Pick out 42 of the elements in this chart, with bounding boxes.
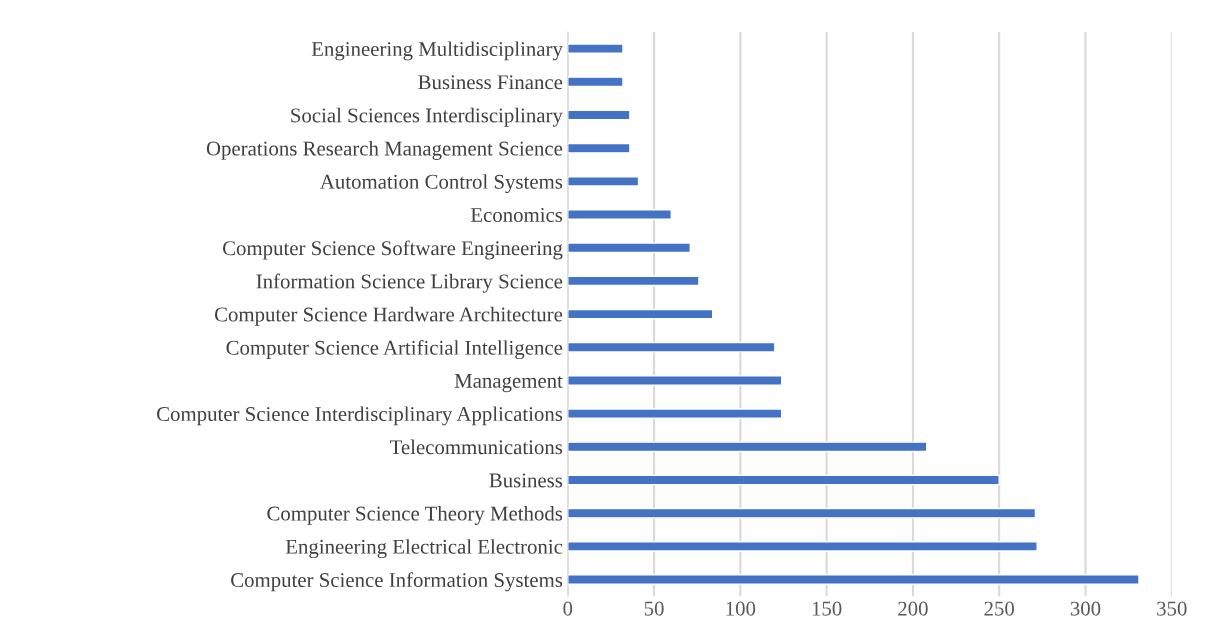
bar — [567, 408, 783, 419]
bar — [567, 341, 776, 353]
y-tick-label: Computer Science Information Systems — [231, 572, 563, 592]
y-tick-label: Management — [454, 374, 563, 393]
bar — [567, 507, 1037, 519]
y-tick-label: Economics — [470, 207, 563, 222]
bar — [567, 43, 624, 54]
bar — [567, 275, 700, 287]
bar — [567, 142, 631, 154]
bar — [567, 209, 672, 220]
y-tick-label: Engineering Multidisciplinary — [311, 41, 563, 61]
y-tick-label: Operations Research Management Science — [206, 140, 563, 160]
bar — [567, 109, 631, 121]
x-tick-label: 200 — [898, 601, 928, 616]
y-tick-label: Computer Science Hardware Architecture — [214, 306, 563, 326]
bar — [567, 375, 783, 386]
y-tick-label: Computer Science Software Engineering — [223, 240, 563, 260]
bar — [567, 441, 928, 453]
bar — [567, 176, 640, 187]
bar — [567, 76, 624, 88]
x-tick-label: 300 — [1070, 601, 1101, 616]
y-tick-label: Engineering Electrical Electronic — [285, 539, 563, 559]
x-tick-label: 0 — [563, 601, 573, 616]
x-tick-label: 50 — [644, 601, 664, 616]
x-tick-label: 250 — [984, 601, 1015, 616]
y-tick-label: Computer Science Theory Methods — [267, 505, 563, 525]
x-tick-label: 150 — [812, 601, 842, 616]
y-tick-label: Business — [489, 473, 563, 488]
y-tick-label: Computer Science Interdisciplinary Applications — [157, 406, 563, 426]
bar — [567, 308, 714, 320]
y-tick-label: Telecommunications — [390, 439, 563, 455]
bar — [567, 474, 1000, 486]
bar — [567, 242, 691, 254]
y-tick-label: Computer Science Artificial Intelligence — [226, 339, 563, 360]
x-tick-label: 350 — [1157, 601, 1187, 616]
y-tick-label: Automation Control Systems — [320, 174, 563, 194]
bar — [567, 541, 1038, 552]
y-tick-label: Business Finance — [418, 75, 563, 90]
y-tick-label: Social Sciences Interdisciplinary — [291, 107, 563, 127]
bar — [567, 574, 1140, 585]
x-tick-label: 100 — [726, 601, 756, 616]
y-tick-label: Information Science Library Science — [256, 273, 563, 293]
